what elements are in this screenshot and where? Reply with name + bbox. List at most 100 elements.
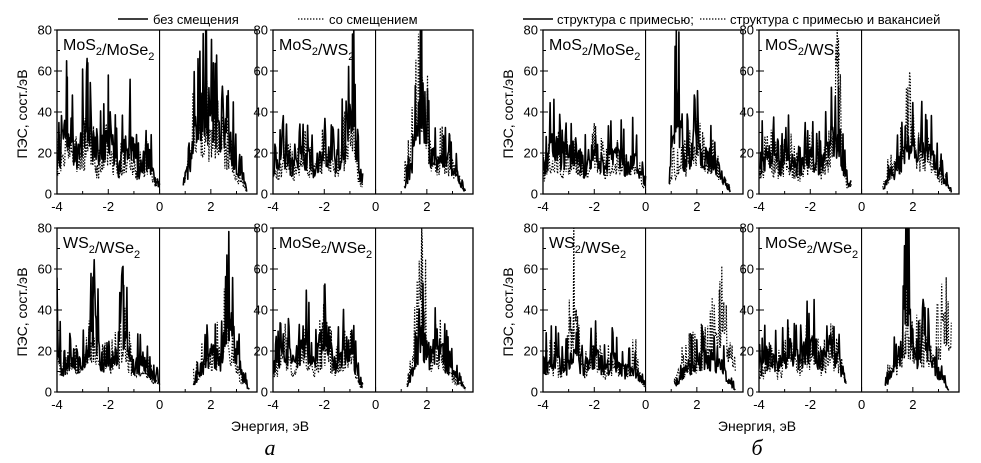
panel-title: WS2/WSe2 (549, 235, 626, 261)
y-tick-label: 0 (531, 385, 538, 400)
x-tick-label: 0 (372, 199, 379, 214)
y-tick-label: 20 (524, 146, 538, 161)
x-tick-label: -2 (103, 397, 115, 412)
y-tick-label: 80 (254, 221, 268, 236)
y-tick-label: 60 (254, 262, 268, 277)
y-tick-label: 0 (747, 187, 754, 202)
x-tick-label: -4 (267, 199, 279, 214)
legend-right-solid-label: структура с примесью; (557, 12, 694, 27)
panel-4: 0 20 40 60 80 -4 -2 0 2 MoSe2/WSe2 (254, 221, 474, 412)
panel-title: MoS2/MoSe2 (549, 37, 640, 63)
panel-3: 0 20 40 60 80 -4 -2 0 2 WS2/WSe2 (38, 221, 258, 412)
plot-frame (272, 29, 474, 195)
y-tick-label: 40 (254, 303, 268, 318)
x-tick-label: -2 (103, 199, 115, 214)
xlabel-b: Энергия, эВ (718, 418, 796, 434)
y-tick-label: 0 (45, 385, 52, 400)
y-tick-label: 0 (45, 187, 52, 202)
y-tick-label: 80 (38, 23, 52, 38)
x-tick-label: -2 (319, 397, 331, 412)
panel-title: MoS2/WS2 (279, 37, 354, 63)
y-tick-label: 20 (740, 344, 754, 359)
y-tick-label: 80 (254, 23, 268, 38)
y-tick-label: 80 (524, 221, 538, 236)
x-tick-label: 2 (207, 397, 214, 412)
y-tick-label: 40 (38, 105, 52, 120)
y-tick-label: 40 (740, 303, 754, 318)
y-tick-label: 80 (740, 23, 754, 38)
y-tick-label: 20 (524, 344, 538, 359)
ylabel-b-top: ПЭС, сост./эВ (500, 69, 516, 158)
panel-title: MoSe2/WSe2 (765, 235, 858, 261)
series-solid-line (759, 228, 950, 391)
legend-left-dotted-label: со смещением (329, 12, 418, 27)
panel-title: MoSe2/WSe2 (279, 235, 372, 261)
x-tick-label: 0 (858, 397, 865, 412)
ylabel-b-bottom: ПЭС, сост./эВ (500, 267, 516, 356)
series-solid-line (57, 30, 248, 192)
x-tick-label: 0 (156, 199, 163, 214)
x-tick-label: -4 (51, 199, 63, 214)
x-tick-label: 0 (156, 397, 163, 412)
x-tick-label: 2 (423, 199, 430, 214)
x-tick-label: 0 (642, 397, 649, 412)
y-tick-label: 80 (740, 221, 754, 236)
y-tick-label: 60 (38, 64, 52, 79)
y-tick-label: 80 (38, 221, 52, 236)
legend-right-dotted-label: структура с примесью и вакансией (730, 12, 940, 27)
y-tick-label: 40 (38, 303, 52, 318)
panel-6: 0 20 40 60 80 -4 -2 0 2 MoS2/WS2 (740, 23, 960, 214)
x-tick-label: -4 (537, 199, 549, 214)
x-tick-label: -4 (537, 397, 549, 412)
y-tick-label: 0 (747, 385, 754, 400)
panel-title: MoS2/MoSe2 (63, 37, 154, 63)
panel-title: MoS2/WS2 (765, 37, 840, 63)
subfigure-b-label: б (751, 435, 763, 460)
x-tick-label: -4 (51, 397, 63, 412)
series-solid-line (273, 30, 467, 192)
panel-7: 0 20 40 60 80 -4 -2 0 2 WS2/WSe2 (524, 221, 744, 412)
y-tick-label: 40 (524, 303, 538, 318)
legend-left: без смещения со смещением (118, 12, 418, 27)
y-tick-label: 0 (531, 187, 538, 202)
x-tick-label: -2 (319, 199, 331, 214)
x-tick-label: 2 (909, 397, 916, 412)
x-tick-label: -2 (589, 397, 601, 412)
y-tick-label: 60 (254, 64, 268, 79)
x-tick-label: -4 (753, 199, 765, 214)
x-tick-label: -4 (267, 397, 279, 412)
y-tick-label: 80 (524, 23, 538, 38)
series-solid-line (273, 282, 467, 390)
series-solid-line (57, 230, 250, 390)
series-solid-line (543, 320, 736, 391)
y-tick-label: 60 (524, 64, 538, 79)
y-tick-label: 60 (740, 262, 754, 277)
ylabel-a-top: ПЭС, сост./эВ (14, 69, 30, 158)
y-tick-label: 60 (740, 64, 754, 79)
panel-5: 0 20 40 60 80 -4 -2 0 2 MoS2/MoSe2 (524, 23, 744, 214)
y-tick-label: 40 (740, 105, 754, 120)
x-tick-label: 2 (693, 199, 700, 214)
y-tick-label: 0 (261, 187, 268, 202)
y-tick-label: 60 (524, 262, 538, 277)
ylabel-a-bottom: ПЭС, сост./эВ (14, 267, 30, 356)
x-tick-label: 2 (909, 199, 916, 214)
panel-1: 0 20 40 60 80 -4 -2 0 2 MoS2/MoSe2 (38, 23, 258, 214)
panel-8: 0 20 40 60 80 -4 -2 0 2 MoSe2/WSe2 (740, 221, 960, 412)
x-tick-label: 0 (372, 397, 379, 412)
x-tick-label: -2 (805, 397, 817, 412)
subfigure-a-label: а (265, 435, 276, 460)
x-tick-label: -2 (589, 199, 601, 214)
y-tick-label: 60 (38, 262, 52, 277)
series-dotted-line (759, 30, 952, 193)
legend-right: структура с примесью; структура с примес… (523, 12, 940, 27)
x-tick-label: 0 (642, 199, 649, 214)
series-solid-line (543, 30, 731, 193)
y-tick-label: 20 (740, 146, 754, 161)
x-tick-label: 2 (693, 397, 700, 412)
x-tick-label: 2 (423, 397, 430, 412)
x-tick-label: 0 (858, 199, 865, 214)
y-tick-label: 20 (254, 146, 268, 161)
xlabel-a: Энергия, эВ (231, 418, 309, 434)
x-tick-label: -4 (753, 397, 765, 412)
